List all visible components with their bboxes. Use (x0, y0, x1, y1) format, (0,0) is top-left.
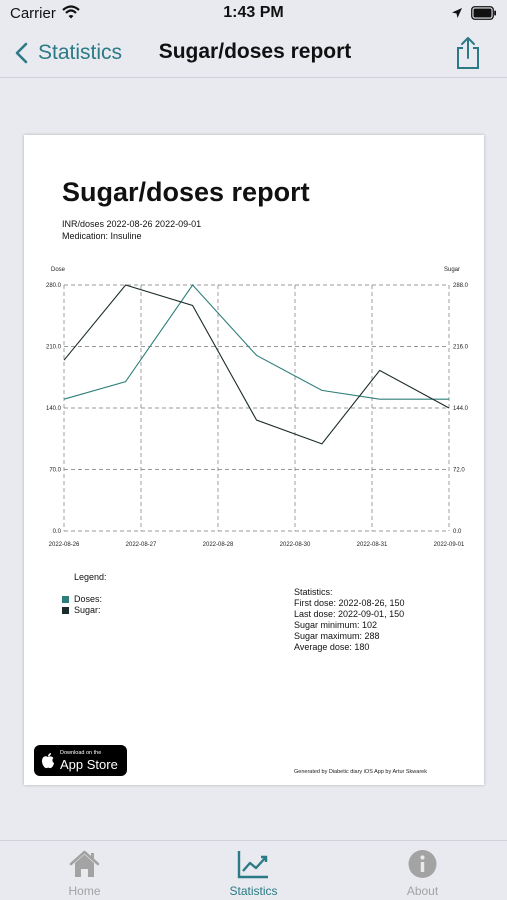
app-store-badge-title: App Store (60, 757, 118, 772)
left-axis-label: Dose (51, 267, 66, 273)
apple-logo-icon (42, 753, 54, 769)
wifi-icon (62, 5, 80, 19)
stats-heading: Statistics: (294, 587, 333, 597)
tab-home-label: Home (68, 884, 101, 898)
y-tick-label-left: 70.0 (49, 468, 61, 474)
info-icon (408, 850, 437, 878)
app-store-badge-caption: Download on the (60, 750, 102, 756)
x-tick-label: 2022-08-30 (280, 542, 311, 548)
tab-statistics-label: Statistics (229, 884, 278, 898)
report-medication: Medication: Insuline (62, 231, 142, 241)
report-title: Sugar/doses report (62, 177, 310, 207)
legend-swatch-sugar (62, 606, 69, 614)
house-icon (69, 850, 100, 877)
x-tick-label: 2022-08-28 (203, 542, 234, 548)
x-tick-label: 2022-08-26 (49, 542, 80, 548)
navigation-bar: Statistics Sugar/doses report (0, 28, 507, 78)
right-axis-label: Sugar (444, 267, 460, 273)
y-tick-label-left: 280.0 (46, 283, 62, 289)
legend-title: Legend: (74, 572, 107, 582)
y-tick-label-right: 144.0 (453, 406, 469, 412)
y-tick-label-right: 288.0 (453, 283, 469, 289)
chart-trend-icon (237, 851, 268, 879)
status-bar: Carrier 1:43 PM (0, 0, 507, 28)
y-tick-label-right: 72.0 (453, 468, 465, 474)
stats-first-dose: First dose: 2022-08-26, 150 (294, 598, 405, 608)
stats-last-dose: Last dose: 2022-09-01, 150 (294, 609, 405, 619)
y-tick-label-left: 140.0 (46, 406, 62, 412)
stats-sugar-min: Sugar minimum: 102 (294, 620, 378, 630)
legend-label-doses: Doses: (74, 594, 103, 604)
tab-bar: Home Statistics About (0, 840, 507, 900)
share-icon[interactable] (454, 36, 482, 70)
tab-statistics[interactable]: Statistics (169, 841, 338, 900)
y-tick-label-right: 0.0 (453, 529, 462, 535)
chevron-left-icon (15, 42, 28, 64)
location-arrow-icon (452, 8, 462, 18)
legend-label-sugar: Sugar: (74, 605, 101, 615)
y-tick-label-left: 210.0 (46, 345, 62, 351)
carrier-label: Carrier (10, 5, 56, 22)
back-button-label: Statistics (38, 41, 123, 64)
report-subtitle: INR/doses 2022-08-26 2022-09-01 (62, 219, 202, 229)
legend-item-doses: Doses: (62, 594, 102, 604)
back-button[interactable]: Statistics (14, 38, 122, 68)
stats-sugar-max: Sugar maximum: 288 (294, 631, 380, 641)
y-tick-label-right: 216.0 (453, 345, 469, 351)
legend-item-sugar: Sugar: (62, 605, 101, 615)
legend-swatch-doses (62, 595, 69, 603)
stats-average-dose: Average dose: 180 (294, 642, 370, 652)
tab-about[interactable]: About (338, 841, 507, 900)
battery-icon (471, 6, 496, 20)
app-store-badge[interactable]: Download on the App Store (34, 745, 127, 776)
x-tick-label: 2022-08-31 (357, 542, 388, 548)
series-line-doses (63, 284, 449, 400)
x-tick-label: 2022-09-01 (434, 542, 465, 548)
generated-by-footer: Generated by Diabetic diary iOS App by A… (294, 769, 427, 775)
clock: 1:43 PM (223, 4, 284, 21)
report-page: Sugar/doses report INR/doses 2022-08-26 … (24, 135, 484, 785)
tab-about-label: About (406, 884, 439, 898)
tab-home[interactable]: Home (0, 841, 169, 900)
statistics-block: Statistics: First dose: 2022-08-26, 150 … (294, 587, 405, 653)
y-tick-label-left: 0.0 (53, 529, 62, 535)
series-line-sugar (63, 284, 450, 445)
sugar-doses-chart: 0.0 0.0 70.0 72.0 140.0 144.0 210.0 216.0 280.0 2… (46, 267, 469, 548)
x-tick-label: 2022-08-27 (126, 542, 157, 548)
page-title: Sugar/doses report (158, 40, 352, 63)
